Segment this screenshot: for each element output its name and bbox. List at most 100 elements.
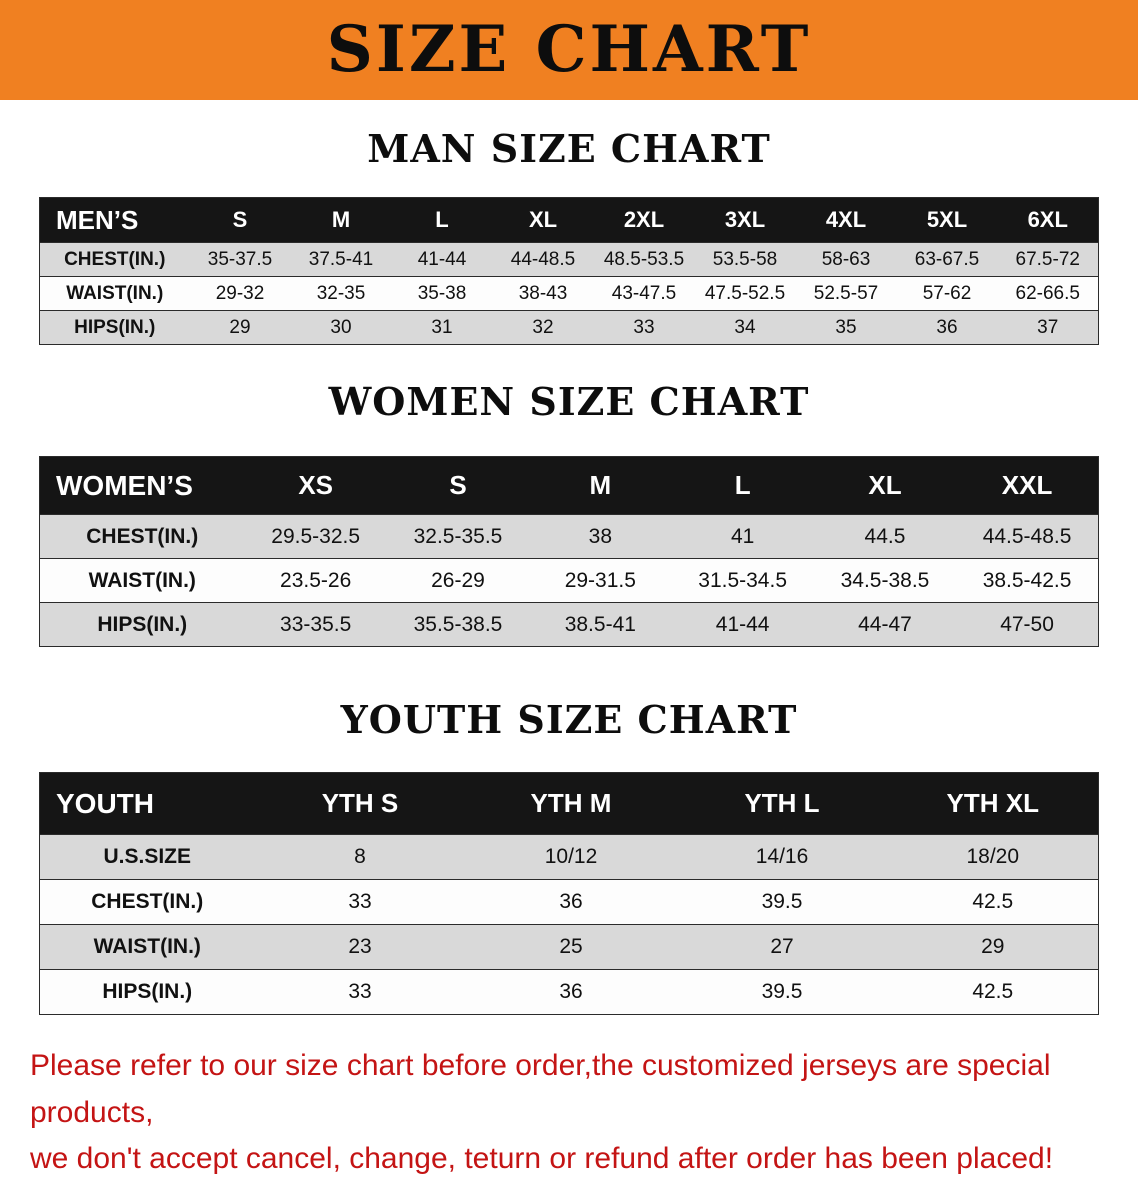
size-column-header: M	[290, 197, 392, 243]
size-value-cell: 67.5-72	[1015, 248, 1080, 270]
size-value-cell: 33-35.5	[280, 612, 352, 636]
size-column-header: 2XL	[593, 197, 695, 243]
size-value-cell: 35-37.5	[207, 248, 273, 270]
size-value-cell: 42.5	[972, 980, 1014, 1003]
size-value-cell: 37	[1037, 316, 1059, 338]
size-value-cell: 29	[981, 935, 1005, 958]
table-row: WAIST(IN.) 29-32 32-35 35-38 38-43 43-47.5 47.…	[39, 276, 1099, 311]
size-value-cell: 30	[330, 316, 352, 338]
size-column-header: YTH L	[676, 772, 888, 835]
size-value-cell: 44.5-48.5	[982, 524, 1072, 548]
size-value-cell: 57-62	[922, 282, 972, 304]
size-value-cell: 43-47.5	[611, 282, 677, 304]
size-value-cell: 48.5-53.5	[603, 248, 685, 270]
size-value-cell: 44.5	[864, 524, 906, 548]
size-column-header: XS	[244, 456, 387, 515]
disclaimer-line-2: we don't accept cancel, change, teturn o…	[30, 1142, 1054, 1175]
size-value-cell: 47-50	[1000, 612, 1054, 636]
size-value-cell: 29-31.5	[564, 568, 636, 592]
size-value-cell: 23.5-26	[280, 568, 352, 592]
size-value-cell: 58-63	[821, 248, 871, 270]
size-column-header: YTH M	[465, 772, 677, 835]
size-value-cell: 38.5-42.5	[982, 568, 1072, 592]
size-value-cell: 25	[559, 935, 583, 958]
size-value-cell: 47.5-52.5	[704, 282, 786, 304]
table-corner-label: MEN’S	[39, 197, 190, 243]
size-value-cell: 8	[354, 845, 366, 868]
size-value-cell: 33	[348, 890, 372, 913]
size-value-cell: 31.5-34.5	[698, 568, 788, 592]
size-value-cell: 32.5-35.5	[413, 524, 503, 548]
size-value-cell: 36	[936, 316, 958, 338]
size-value-cell: 26-29	[431, 568, 485, 592]
size-value-cell: 44-48.5	[510, 248, 576, 270]
size-value-cell: 41-44	[417, 248, 467, 270]
table-header-row: YOUTH YTH S YTH M YTH L YTH XL	[39, 772, 1099, 835]
size-column-header: XXL	[956, 456, 1099, 515]
table-corner-label: WOMEN’S	[39, 456, 245, 515]
size-column-header: 5XL	[896, 197, 998, 243]
youth-size-table: YOUTH YTH S YTH M YTH L YTH XL U.S.SIZE 8 10/12…	[39, 772, 1099, 1015]
size-column-header: S	[189, 197, 291, 243]
size-value-cell: 29.5-32.5	[271, 524, 361, 548]
table-corner-label: YOUTH	[39, 772, 255, 835]
size-value-cell: 53.5-58	[712, 248, 778, 270]
size-value-cell: 52.5-57	[813, 282, 879, 304]
size-value-cell: 31	[431, 316, 453, 338]
size-column-header: 6XL	[997, 197, 1099, 243]
women-size-table: WOMEN’S XS S M L XL XXL CHEST(IN.) 29.5-32.5 32.5…	[39, 456, 1099, 647]
men-section-heading: MAN SIZE CHART	[367, 126, 771, 171]
size-column-header: M	[529, 456, 672, 515]
table-row: WAIST(IN.) 23 25 27 29	[39, 924, 1099, 970]
row-label: WAIST(IN.)	[88, 568, 196, 592]
row-label: HIPS(IN.)	[102, 980, 193, 1003]
table-row: HIPS(IN.) 33-35.5 35.5-38.5 38.5-41 41-44 44-…	[39, 602, 1099, 647]
size-value-cell: 35	[835, 316, 857, 338]
size-value-cell: 41-44	[715, 612, 770, 636]
table-header-row: WOMEN’S XS S M L XL XXL	[39, 456, 1099, 515]
table-row: CHEST(IN.) 33 36 39.5 42.5	[39, 879, 1099, 925]
size-value-cell: 42.5	[972, 890, 1014, 913]
size-value-cell: 33	[633, 316, 655, 338]
size-column-header: 3XL	[694, 197, 796, 243]
disclaimer-line-1: Please refer to our size chart before or…	[30, 1049, 1051, 1129]
size-column-header: YTH S	[254, 772, 466, 835]
size-value-cell: 18/20	[966, 845, 1020, 868]
size-value-cell: 37.5-41	[308, 248, 374, 270]
table-row: U.S.SIZE 8 10/12 14/16 18/20	[39, 834, 1099, 880]
size-column-header: XL	[813, 456, 957, 515]
youth-section-heading: YOUTH SIZE CHART	[340, 697, 798, 742]
size-value-cell: 32	[532, 316, 554, 338]
row-label: CHEST(IN.)	[86, 524, 199, 548]
youth-size-section: YOUTH SIZE CHART YOUTH YTH S YTH M YTH L YTH…	[0, 697, 1138, 1015]
banner: SIZE CHART	[0, 0, 1138, 100]
size-value-cell: 39.5	[761, 980, 803, 1003]
size-value-cell: 44-47	[858, 612, 912, 636]
size-column-header: YTH XL	[887, 772, 1099, 835]
row-label: WAIST(IN.)	[66, 282, 164, 304]
size-value-cell: 38-43	[518, 282, 568, 304]
row-label: WAIST(IN.)	[93, 935, 201, 958]
size-value-cell: 33	[348, 980, 372, 1003]
size-value-cell: 38	[588, 524, 612, 548]
size-value-cell: 41	[730, 524, 755, 548]
women-section-heading: WOMEN SIZE CHART	[328, 379, 810, 424]
size-value-cell: 10/12	[544, 845, 598, 868]
table-row: HIPS(IN.) 33 36 39.5 42.5	[39, 969, 1099, 1015]
size-column-header: L	[391, 197, 493, 243]
size-value-cell: 23	[348, 935, 372, 958]
size-value-cell: 34.5-38.5	[840, 568, 930, 592]
size-value-cell: 29-32	[215, 282, 265, 304]
table-row: WAIST(IN.) 23.5-26 26-29 29-31.5 31.5-34.5 34…	[39, 558, 1099, 603]
size-value-cell: 36	[559, 980, 583, 1003]
size-column-header: XL	[492, 197, 594, 243]
size-value-cell: 35-38	[417, 282, 467, 304]
size-value-cell: 38.5-41	[564, 612, 636, 636]
size-value-cell: 29	[229, 316, 251, 338]
row-label: HIPS(IN.)	[97, 612, 188, 636]
size-value-cell: 36	[559, 890, 583, 913]
page-title: SIZE CHART	[326, 12, 812, 87]
size-value-cell: 35.5-38.5	[413, 612, 503, 636]
disclaimer: Please refer to our size chart before or…	[0, 1043, 1138, 1183]
table-header-row: MEN’S S M L XL 2XL 3XL 4XL 5XL 6XL	[39, 197, 1099, 243]
